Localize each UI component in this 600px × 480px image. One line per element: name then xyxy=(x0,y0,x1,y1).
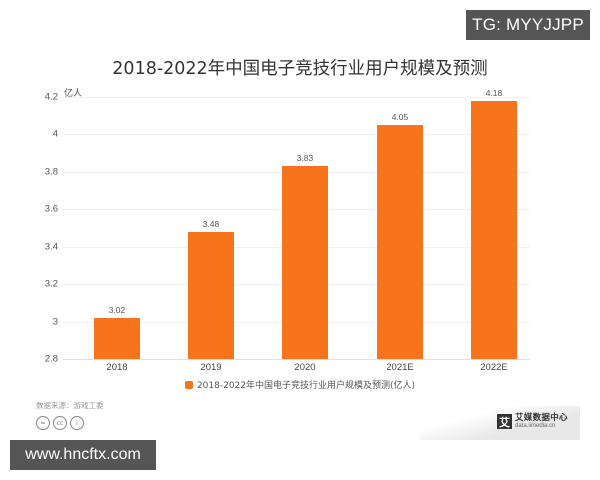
data-source: 数据来源：游戏工委 xyxy=(36,401,104,410)
chart-title: 2018-2022年中国电子竞技行业用户规模及预测 xyxy=(112,59,488,79)
y-tick-label: 4.2 xyxy=(44,91,58,103)
cc-license-icon: cc xyxy=(53,416,67,430)
y-tick-label: 3.8 xyxy=(44,166,58,178)
bar-2020 xyxy=(282,166,328,359)
x-tick-label: 2019 xyxy=(200,362,222,373)
legend: 2018-2022年中国电子竞技行业用户规模及预测(亿人) xyxy=(0,378,600,391)
x-axis-line xyxy=(63,359,530,360)
bar-value-label: 3.48 xyxy=(202,218,220,229)
gridline xyxy=(63,134,530,135)
logo-mark-icon: 艾 xyxy=(497,414,512,429)
gridline xyxy=(63,97,530,98)
legend-label: 2018-2022年中国电子竞技行业用户规模及预测(亿人) xyxy=(196,381,416,391)
bar-value-label: 3.02 xyxy=(108,304,126,315)
x-tick-label: 2022E xyxy=(480,362,508,373)
bar-2019 xyxy=(188,231,234,359)
bar-value-label: 4.18 xyxy=(485,87,503,98)
y-tick-label: 3 xyxy=(52,316,58,328)
x-tick-label: 2020 xyxy=(294,362,316,373)
y-tick-label: 4 xyxy=(52,128,58,140)
y-tick-label: 3.6 xyxy=(44,203,58,215)
y-tick-label: 3.4 xyxy=(44,241,58,253)
license-icons: = cc i xyxy=(36,416,84,430)
bar-value-label: 4.05 xyxy=(391,112,409,123)
bar-value-label: 3.83 xyxy=(296,153,314,164)
bar-2021E xyxy=(377,125,423,359)
y-tick-label: 2.8 xyxy=(44,353,58,365)
logo-name: 艾媒数据中心 xyxy=(515,413,568,424)
bar-2022E xyxy=(471,100,517,359)
y-tick-label: 3.2 xyxy=(44,278,58,290)
legend-swatch xyxy=(184,380,193,389)
watermark-bottom: www.hncftx.com xyxy=(10,440,156,470)
x-tick-label: 2018 xyxy=(106,362,128,373)
iimedia-logo: 艾 艾媒数据中心 data.iimedia.cn xyxy=(497,414,568,429)
bar-2018 xyxy=(94,317,140,359)
y-axis-unit: 亿人 xyxy=(64,89,83,99)
logo-url: data.iimedia.cn xyxy=(515,422,556,429)
by-license-icon: i xyxy=(70,416,84,430)
x-tick-label: 2021E xyxy=(386,362,414,373)
watermark-top: TG: MYYJJPP xyxy=(466,10,590,40)
nd-license-icon: = xyxy=(36,416,50,430)
